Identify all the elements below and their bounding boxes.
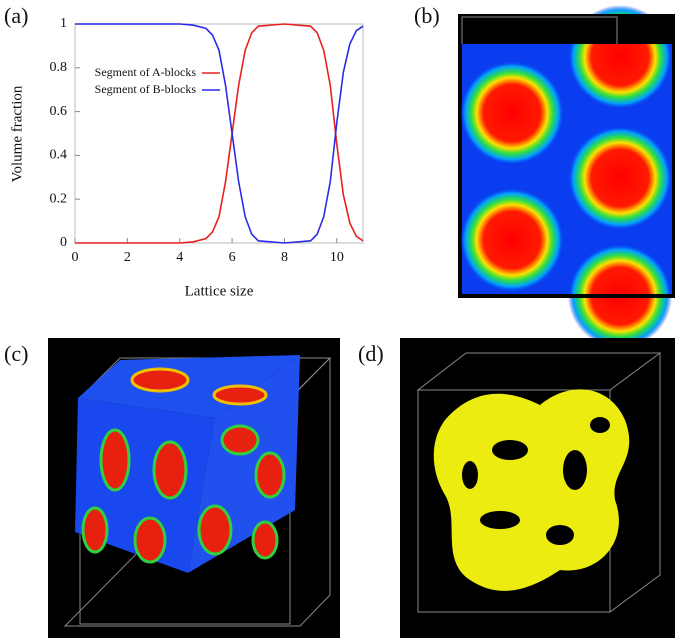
y-axis-label: Volume fraction [9,85,25,182]
y-tick-label: 0.6 [50,104,68,119]
x-tick-label: 4 [176,250,183,265]
panel-label: (c) [4,341,28,366]
legend-label: Segment of B-blocks [95,82,197,96]
legend-label: Segment of A-blocks [95,65,197,79]
panel-label: (d) [358,341,384,366]
plot-frame [74,23,364,244]
x-tick-label: 6 [229,250,236,265]
line [75,23,364,244]
x-tick-label: 2 [124,250,131,265]
y-tick-label: 0 [60,235,67,250]
x-tick-label: 8 [281,250,288,265]
x-tick-label: 10 [330,250,344,265]
y-tick-label: 0.4 [50,148,68,163]
panel-label: (a) [4,3,28,28]
panel-label: (b) [414,3,440,28]
x-tick-label: 0 [72,250,79,265]
y-tick-label: 1 [60,16,67,31]
y-tick-label: 0.8 [50,60,68,75]
y-tick-label: 0.2 [50,191,68,206]
isosurface-cube [400,338,675,638]
density-cube [48,338,340,638]
line [75,23,364,244]
x-axis-label: Lattice size [185,283,254,299]
density-map-2d [458,5,675,348]
